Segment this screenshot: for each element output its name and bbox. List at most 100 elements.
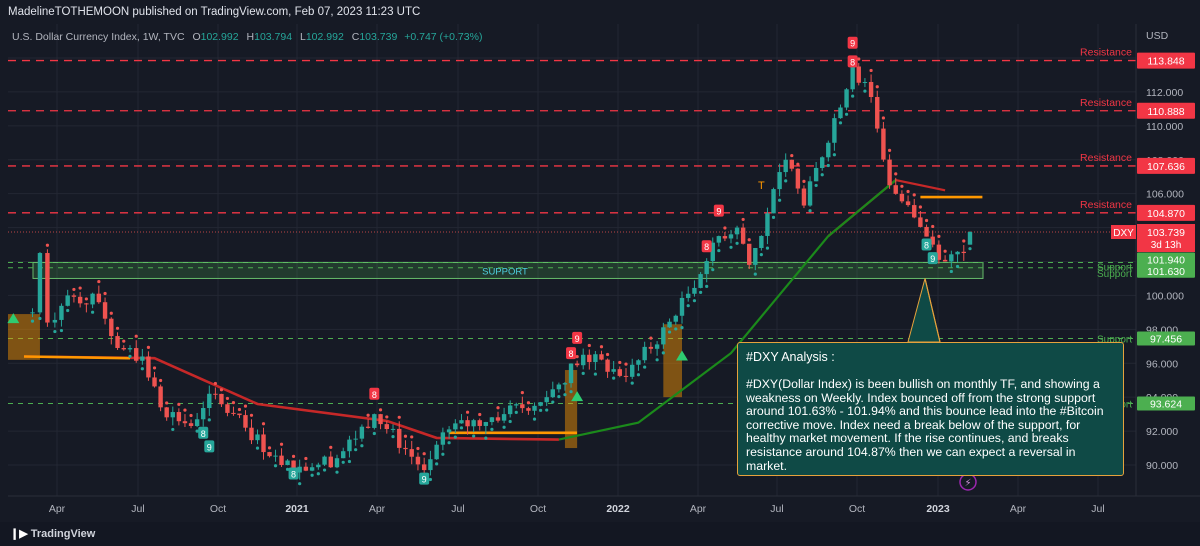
- signal-dot: [759, 252, 763, 257]
- candle-body: [753, 248, 758, 265]
- signal-dot: [624, 362, 628, 366]
- signal-dot: [267, 446, 272, 450]
- signal-dot: [906, 189, 910, 194]
- candle-body: [347, 439, 352, 452]
- candle-body: [692, 287, 697, 294]
- candle-body: [654, 344, 660, 349]
- signal-dot: [122, 339, 126, 343]
- candle-body: [544, 397, 549, 403]
- symbol-tag-label: DXY: [1113, 228, 1134, 239]
- candle-body: [96, 293, 102, 303]
- candle-body: [409, 449, 414, 457]
- signal-dot: [532, 417, 537, 421]
- signal-dot: [820, 173, 824, 177]
- candle-body: [783, 159, 788, 173]
- signal-dot: [366, 413, 370, 417]
- lightning-icon: ⚡: [964, 478, 971, 489]
- support-price-label: 97.456: [1150, 334, 1182, 346]
- candle-body: [862, 81, 868, 83]
- buy-arrow-icon: [7, 313, 20, 324]
- candle-body: [930, 236, 935, 245]
- signal-dot: [851, 94, 855, 98]
- candle-body: [372, 414, 377, 428]
- signal-dot: [298, 482, 302, 486]
- signal-dot: [435, 462, 439, 466]
- candle-body: [716, 236, 722, 243]
- signal-dot: [894, 172, 898, 176]
- candle-body: [267, 452, 272, 457]
- candle-body: [440, 432, 446, 445]
- td-count-label: 8: [924, 241, 929, 251]
- candle-body: [826, 142, 831, 158]
- candle-body: [30, 312, 35, 314]
- axis-currency: USD: [1146, 30, 1169, 42]
- signal-dot: [551, 400, 555, 404]
- signal-dot: [508, 419, 512, 424]
- t-marker: T: [758, 180, 765, 192]
- signal-dot: [484, 436, 488, 440]
- open-value: 102.992: [200, 31, 239, 43]
- signal-dot: [912, 193, 916, 197]
- time-tick-label: Jul: [770, 503, 783, 515]
- candle-body: [765, 213, 770, 236]
- signal-dot: [857, 57, 861, 61]
- signal-dot: [569, 390, 573, 394]
- signal-dot: [514, 410, 518, 414]
- ma-slow-bullish: [558, 235, 830, 441]
- candle-body: [710, 242, 715, 262]
- signal-dot: [391, 435, 395, 439]
- candle-body: [77, 296, 83, 304]
- candle-body: [893, 185, 898, 194]
- candle-body: [71, 295, 77, 297]
- candle-body: [679, 297, 685, 316]
- candle-body: [428, 459, 433, 471]
- signal-dot: [354, 448, 358, 452]
- signal-dot: [962, 239, 966, 243]
- candle-body: [967, 232, 973, 245]
- price-chart[interactable]: SUPPORT Resistance Resistance Resistance Re…: [0, 24, 1200, 522]
- candle-body: [581, 354, 586, 366]
- candle-body: [158, 386, 163, 408]
- td-count-label: 8: [569, 349, 574, 359]
- signal-dot: [255, 446, 260, 450]
- candle-body: [59, 305, 64, 320]
- candle-body: [219, 393, 224, 405]
- signal-dot: [575, 355, 579, 359]
- td-count-badge: [419, 472, 430, 485]
- buy-arrow-icon: [676, 350, 688, 361]
- symbol-name: U.S. Dollar Currency Index, 1W, TVC: [12, 31, 185, 43]
- signal-dot: [630, 381, 634, 385]
- last-price-tag: [1137, 224, 1195, 253]
- candle-body: [84, 303, 89, 305]
- candle-body: [704, 261, 709, 275]
- resistance-price-label: 110.888: [1147, 106, 1184, 118]
- candle-body: [152, 377, 157, 387]
- candle-body: [194, 419, 200, 426]
- signal-dot: [832, 153, 836, 157]
- support-zone-label: SUPPORT: [482, 266, 528, 277]
- candle-body: [170, 412, 175, 418]
- signal-dot: [53, 329, 57, 334]
- candle-body: [65, 295, 70, 306]
- signal-dot: [459, 426, 464, 430]
- signal-dot: [97, 279, 101, 284]
- candle-body: [140, 356, 145, 361]
- signal-dot: [45, 243, 50, 247]
- candle-body: [341, 451, 346, 459]
- signal-dot: [219, 388, 224, 392]
- resistance-label: Resistance: [1080, 152, 1132, 164]
- candle-body: [795, 168, 801, 189]
- candle-body: [102, 302, 108, 319]
- tradingview-logo[interactable]: ❙▶ TradingView: [10, 527, 95, 540]
- ma-slow-bearish: [23, 355, 559, 441]
- signal-dot: [612, 376, 616, 380]
- signal-dot: [109, 311, 113, 315]
- candle-body: [334, 458, 340, 468]
- signal-dot: [599, 345, 604, 349]
- signal-dot: [955, 264, 960, 269]
- td-count-label: 9: [422, 475, 427, 485]
- candle-body: [924, 226, 929, 237]
- brand-name: TradingView: [30, 528, 96, 540]
- price-axis: 114.000112.000110.000108.000106.000104.0…: [1111, 24, 1200, 522]
- signal-dot: [38, 316, 42, 321]
